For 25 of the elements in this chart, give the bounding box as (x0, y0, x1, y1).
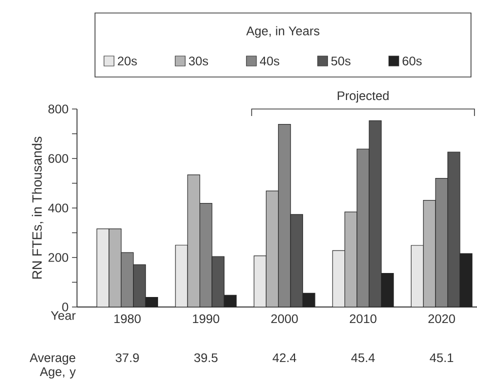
x-tick-label: 1980 (114, 314, 141, 324)
legend-label: 60s (402, 56, 422, 66)
legend-label: 30s (188, 56, 208, 66)
text: Projected (338, 90, 389, 103)
text: 37.9 (116, 353, 139, 362)
y-tick-label: 600 (48, 154, 68, 163)
x-axis-title: Year (50, 311, 76, 320)
text: 45.1 (430, 353, 454, 362)
y-axis-title: RN FTEs, in Thousands (32, 136, 44, 279)
y-tick-label: 400 (48, 204, 68, 212)
legend-title: Age, in Years (246, 26, 320, 38)
x-tick-label: 2010 (350, 314, 376, 324)
y-tick-label: 200 (48, 253, 68, 262)
legend-label: 50s (331, 56, 350, 66)
text: 42.4 (272, 353, 296, 362)
y-tick-label: 800 (48, 104, 68, 114)
legend-label: 20s (118, 56, 137, 66)
text: 45.4 (351, 353, 375, 362)
x-tick-label: 2020 (428, 314, 456, 324)
x-tick-label: 1990 (192, 314, 220, 324)
x-tick-label: 2000 (271, 314, 298, 324)
y-tick-label: 0 (62, 302, 68, 312)
legend-label: 40s (260, 56, 280, 66)
text: 39.5 (194, 353, 218, 362)
text: Average Age, y (30, 353, 76, 379)
